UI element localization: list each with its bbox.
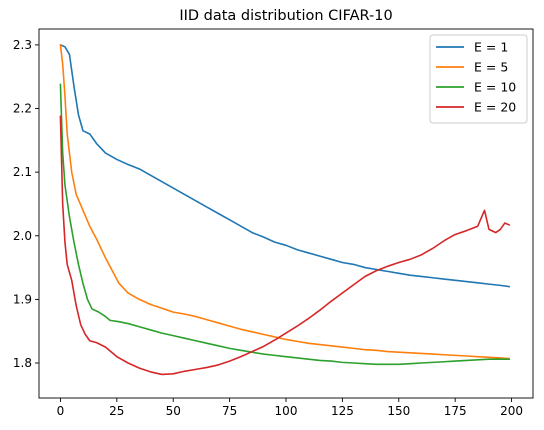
chart-title: IID data distribution CIFAR-10 — [179, 8, 392, 24]
x-tick-label: 125 — [331, 404, 354, 418]
series-line-3 — [59, 83, 511, 366]
x-tick-label: 25 — [109, 404, 124, 418]
y-tick-label: 2.2 — [13, 102, 32, 116]
plot-area: 0 25 50 75 100 125 150 175 200 1.8 1.9 2.0 2.1 2.2 2.3… — [13, 28, 534, 418]
legend-label: E = 20 — [474, 100, 516, 115]
x-tick-label: 0 — [57, 404, 65, 418]
x-tick-label: 200 — [500, 404, 523, 418]
y-tick-label: 1.9 — [13, 292, 32, 306]
y-tick-label: 2.1 — [13, 165, 32, 179]
legend-box — [429, 34, 528, 124]
x-tick-label: 150 — [387, 404, 410, 418]
y-tick-label: 2.3 — [13, 38, 32, 52]
series-line-4 — [59, 115, 511, 376]
legend: E = 1 E = 5 E = 10 E = 20 — [429, 34, 528, 124]
y-tick-label: 1.8 — [13, 356, 32, 370]
legend-label: E = 1 — [474, 40, 508, 55]
x-tick-label: 75 — [222, 404, 237, 418]
series-line-1 — [59, 44, 511, 288]
x-tick-label: 50 — [166, 404, 181, 418]
legend-label: E = 5 — [474, 60, 508, 75]
legend-label: E = 10 — [474, 80, 516, 95]
x-tick-label: 100 — [275, 404, 298, 418]
x-tick-label: 175 — [444, 404, 467, 418]
series-line-2 — [59, 44, 511, 360]
y-tick-label: 2.0 — [13, 229, 32, 243]
